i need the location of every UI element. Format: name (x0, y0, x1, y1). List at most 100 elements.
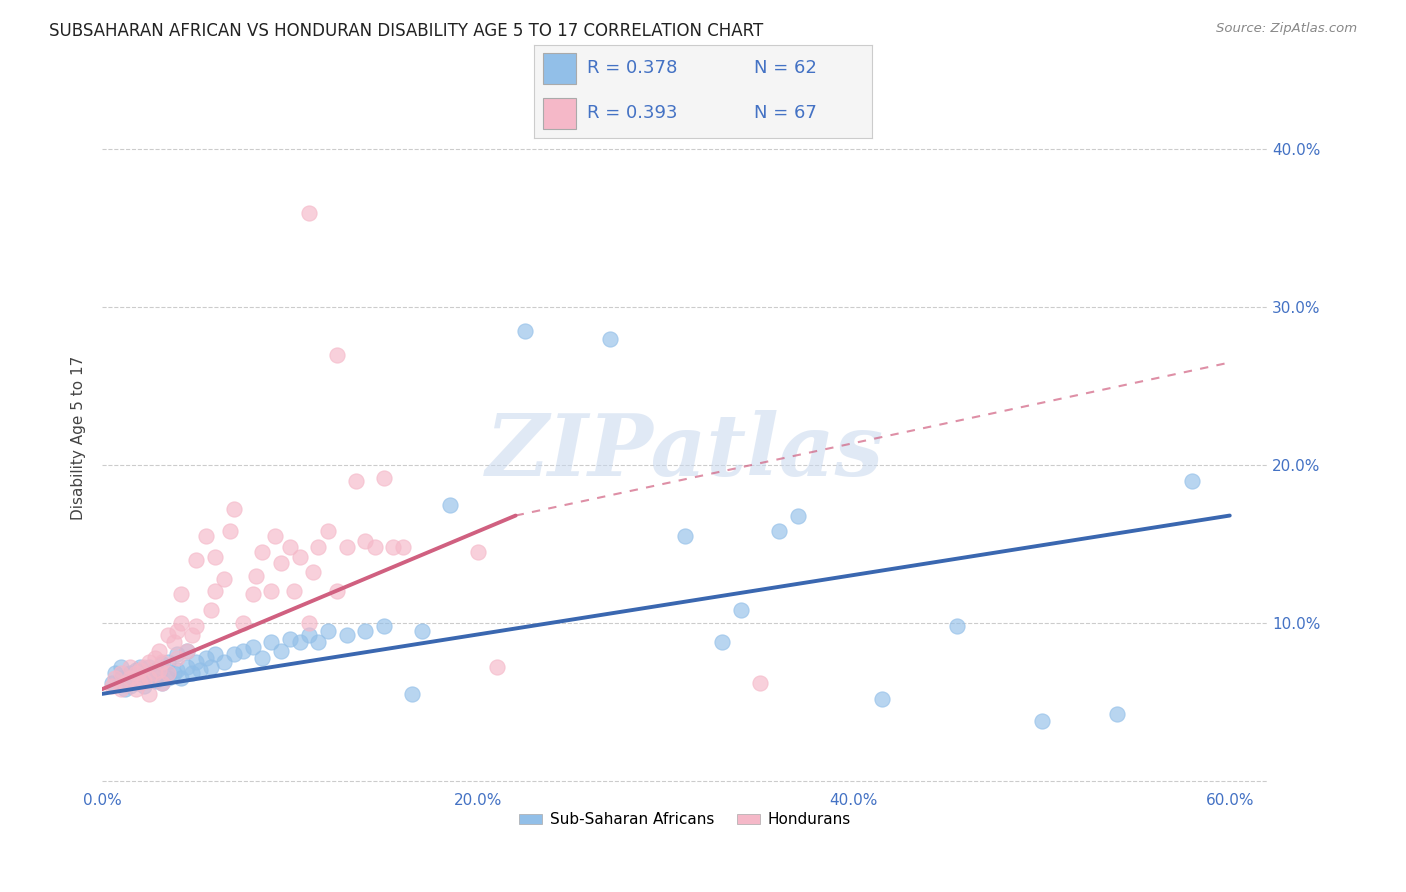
Point (110, 666, 132, 681)
Point (110, 660, 132, 674)
Point (186, 553, 208, 567)
Point (250, 650, 273, 665)
Point (870, 691, 893, 706)
Point (170, 587, 193, 601)
Point (125, 666, 148, 681)
Point (128, 675, 150, 690)
Point (288, 634, 311, 648)
Point (301, 566, 323, 580)
Point (373, 471, 395, 485)
Point (730, 603, 752, 617)
Point (162, 634, 184, 648)
Point (138, 655, 160, 669)
Text: SUBSAHARAN AFRICAN VS HONDURAN DISABILITY AGE 5 TO 17 CORRELATION CHART: SUBSAHARAN AFRICAN VS HONDURAN DISABILIT… (49, 22, 763, 40)
Point (335, 540, 357, 554)
Point (401, 687, 423, 701)
Point (411, 624, 433, 638)
Point (166, 624, 188, 638)
Point (162, 666, 184, 681)
Point (298, 628, 321, 642)
Point (326, 584, 349, 599)
Point (166, 650, 188, 665)
Point (298, 615, 321, 630)
Point (128, 673, 150, 687)
Point (194, 650, 217, 665)
Point (128, 663, 150, 677)
Point (316, 624, 339, 638)
Point (307, 540, 329, 554)
Point (250, 545, 273, 559)
Point (439, 498, 461, 512)
Point (176, 644, 198, 658)
Point (307, 634, 329, 648)
Point (110, 682, 132, 697)
Point (104, 666, 127, 681)
Point (673, 529, 696, 543)
Point (132, 666, 155, 681)
Point (138, 687, 160, 701)
Point (156, 671, 179, 685)
Point (114, 675, 136, 690)
Point (316, 524, 339, 539)
Point (214, 572, 236, 586)
Point (150, 657, 173, 671)
Point (485, 660, 508, 674)
Point (148, 663, 170, 677)
Point (132, 674, 155, 689)
Point (186, 619, 208, 633)
Point (711, 634, 734, 648)
Point (354, 533, 377, 548)
Point (132, 660, 155, 674)
Point (222, 502, 245, 516)
Point (392, 540, 415, 554)
Point (513, 324, 536, 338)
Point (100, 679, 122, 693)
Point (150, 675, 173, 690)
Point (114, 682, 136, 697)
Point (188, 663, 211, 677)
Point (150, 675, 173, 690)
Point (373, 619, 395, 633)
Point (278, 632, 301, 646)
Point (214, 655, 236, 669)
FancyBboxPatch shape (543, 53, 576, 84)
Point (166, 663, 188, 677)
Point (138, 671, 160, 685)
Point (749, 675, 772, 690)
Point (204, 648, 226, 662)
Text: Source: ZipAtlas.com: Source: ZipAtlas.com (1216, 22, 1357, 36)
Text: R = 0.378: R = 0.378 (586, 59, 676, 77)
Point (138, 660, 160, 674)
Point (768, 524, 790, 539)
Point (1105, 707, 1128, 722)
Point (382, 540, 405, 554)
Point (326, 348, 349, 362)
Point (176, 660, 198, 674)
Point (120, 679, 142, 693)
Point (242, 587, 264, 601)
Point (260, 584, 283, 599)
Point (232, 644, 254, 658)
Point (104, 671, 127, 685)
Point (364, 540, 387, 554)
Point (143, 650, 166, 665)
Point (278, 540, 301, 554)
Point (125, 675, 148, 690)
Point (467, 545, 489, 559)
Point (200, 603, 222, 617)
Point (232, 615, 254, 630)
Point (354, 624, 377, 638)
Point (110, 671, 132, 685)
Point (219, 524, 242, 539)
Point (283, 584, 305, 599)
Point (120, 666, 142, 681)
Point (148, 644, 170, 658)
Point (222, 648, 245, 662)
Point (125, 682, 148, 697)
Point (186, 655, 208, 669)
Text: ZIPatlas: ZIPatlas (485, 409, 884, 493)
Point (181, 666, 204, 681)
Point (1031, 714, 1053, 728)
Text: N = 62: N = 62 (754, 59, 817, 77)
Point (150, 655, 173, 669)
